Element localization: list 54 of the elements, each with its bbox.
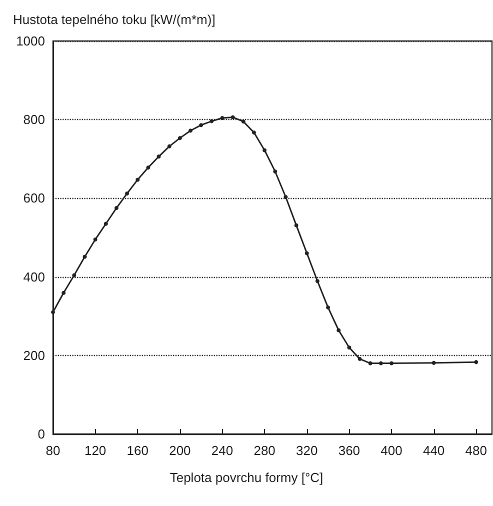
x-tick-label: 320 [296,443,318,458]
x-tick-label: 200 [169,443,191,458]
point [390,361,394,366]
y-tick-label: 0 [38,426,45,442]
y-axis-title: Hustota tepelného toku [kW/(m*m)] [13,12,216,27]
point [262,148,267,152]
point [210,119,214,124]
point [188,128,193,133]
point [336,328,341,332]
point [51,310,55,314]
y-tick-label: 400 [23,269,45,284]
point [304,251,309,256]
x-tick-label: 440 [422,443,445,458]
point [62,290,66,295]
y-tick-label: 1000 [16,34,45,48]
point [241,120,246,124]
point [252,130,256,135]
x-tick-label: 160 [126,443,148,458]
point [114,206,118,210]
x-tick-label: 480 [465,443,487,458]
point [220,116,224,120]
point [156,154,161,159]
point [93,237,98,242]
point [294,223,298,228]
point [358,356,362,361]
point [178,136,182,140]
point [230,115,235,120]
point [474,360,478,364]
point [136,178,140,182]
y-tick-label: 200 [23,348,45,363]
point [273,169,278,174]
x-tick-label: 240 [211,443,234,458]
y-tick-label: 800 [23,112,45,128]
x-tick-label: 360 [338,443,360,458]
point [347,346,352,350]
x-axis-title: Teplota povrchu formy [°C] [170,470,324,485]
point [146,166,150,170]
x-tick-label: 120 [84,443,106,458]
point [326,305,330,310]
point [199,123,204,128]
point [125,191,130,196]
point [378,361,383,366]
x-tick-label: 80 [46,443,60,458]
point [368,361,372,366]
point [315,279,320,284]
point [72,273,76,278]
y-tick-label: 600 [23,190,45,206]
point [167,144,172,148]
x-tick-label: 400 [380,443,402,458]
point [82,254,87,259]
x-tick-label: 280 [254,443,276,458]
point [284,195,288,200]
point [104,222,108,226]
point [432,360,436,365]
